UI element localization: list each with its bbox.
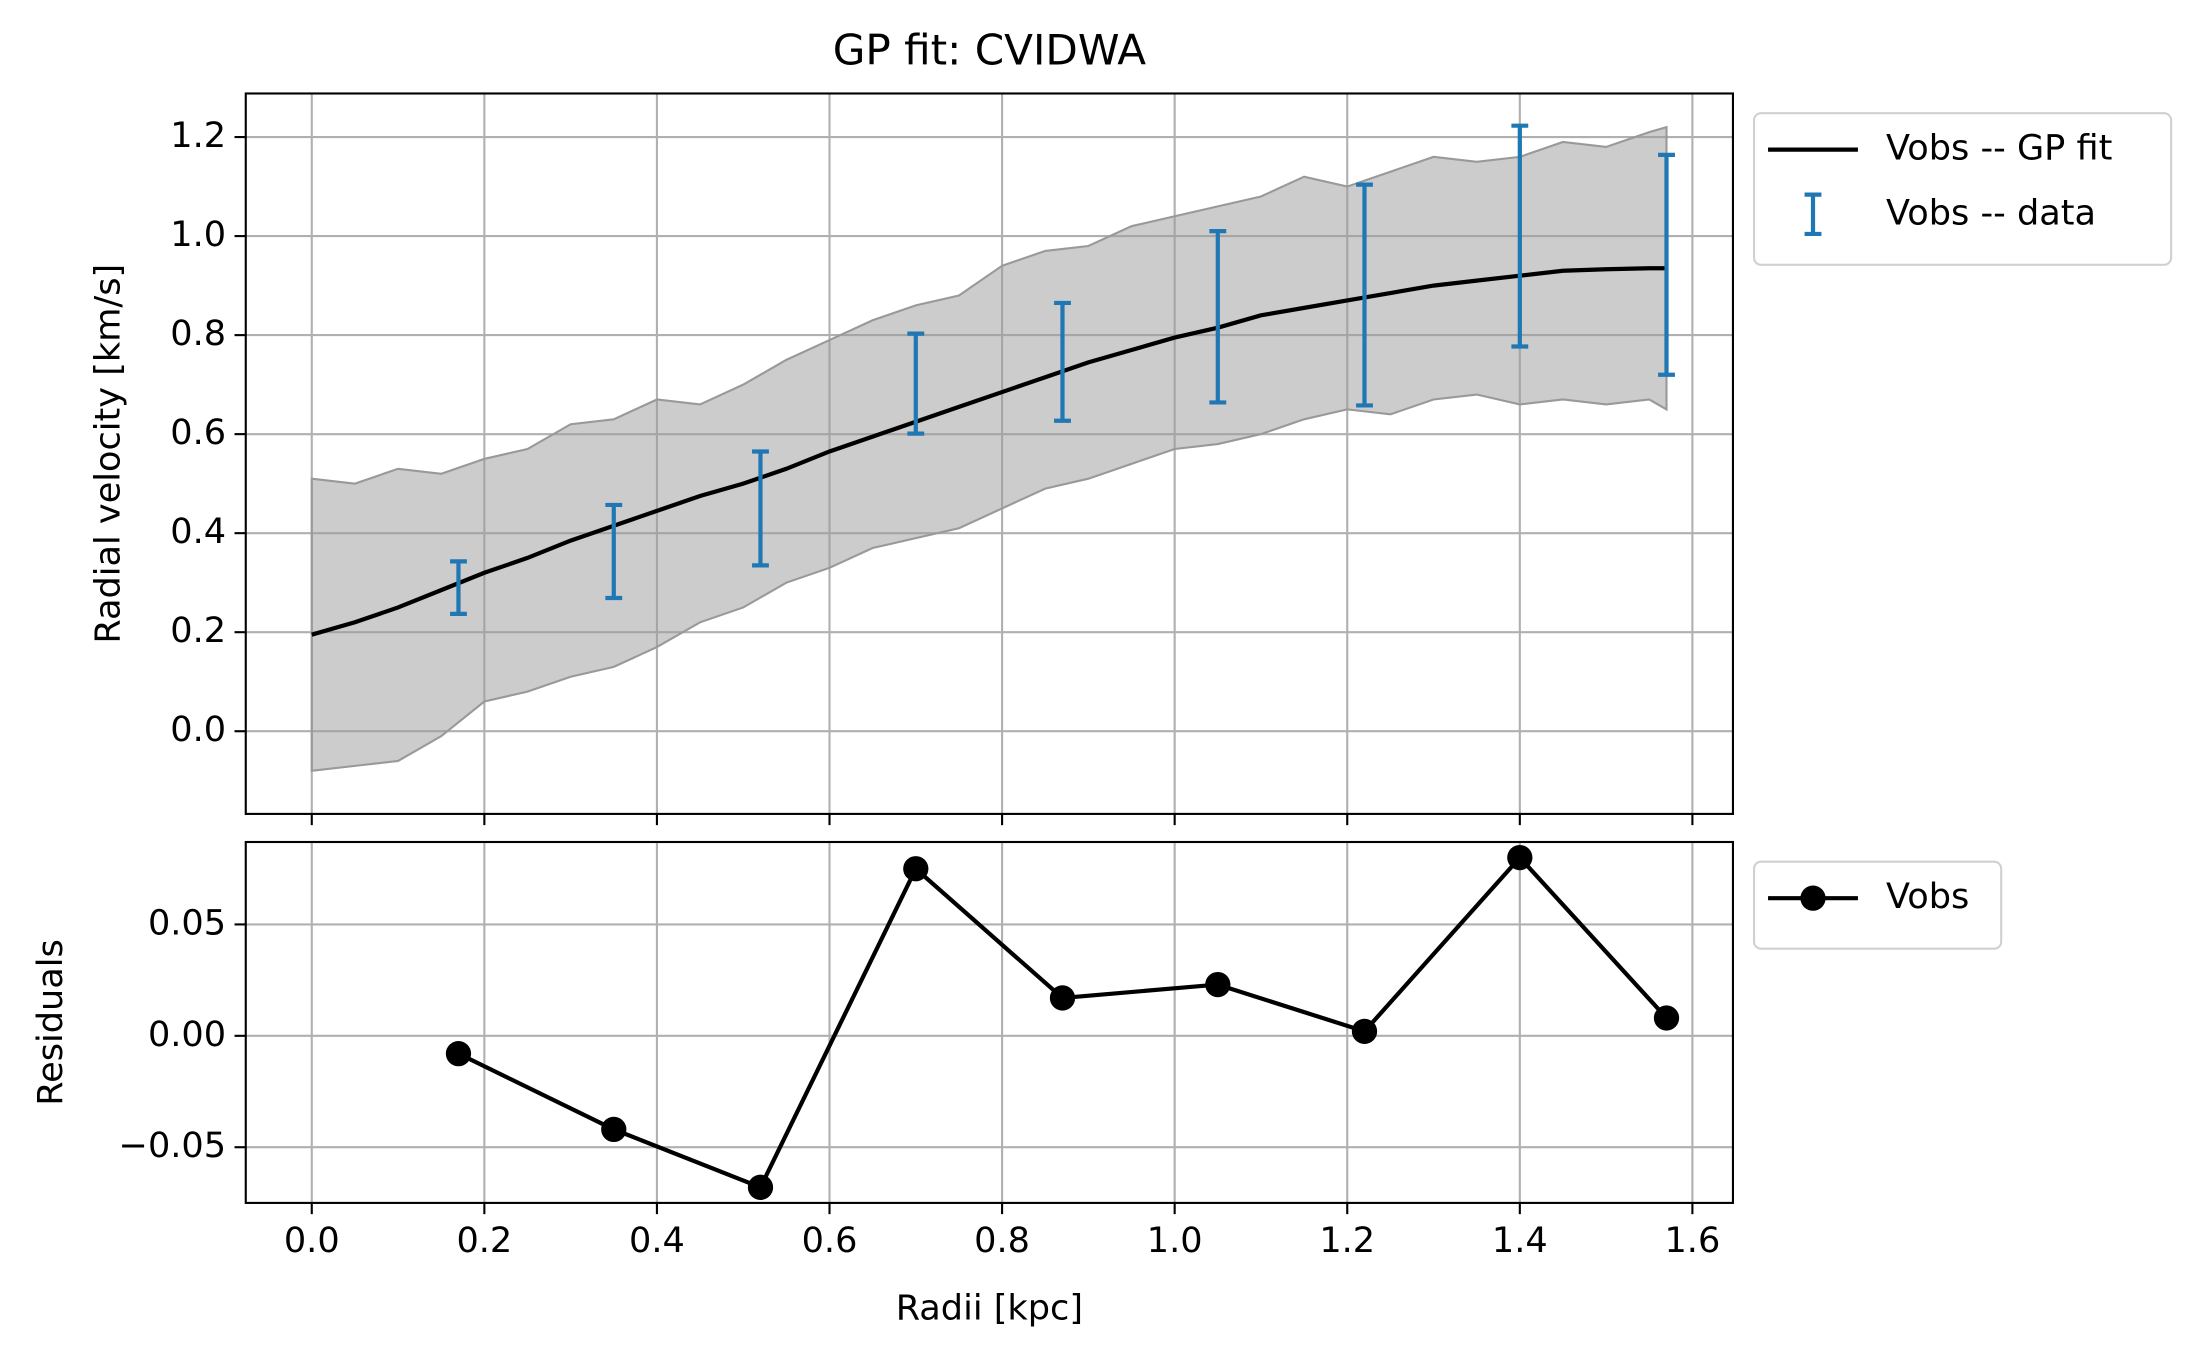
x-tick-label: 0.2: [456, 1220, 512, 1261]
y-tick-label: 0.0: [170, 709, 226, 750]
x-tick-label: 0.8: [974, 1220, 1030, 1261]
x-tick-label: 0.0: [284, 1220, 340, 1261]
error-bar: [450, 559, 467, 616]
data-point: [1351, 1018, 1378, 1045]
legend-box: [1752, 112, 2173, 266]
plot-frame: [244, 840, 1735, 1204]
data-point: [1205, 971, 1231, 998]
y-tick-label: −0.05: [119, 1125, 227, 1166]
error-bar: [1511, 123, 1529, 349]
x-tick-label: 1.0: [1147, 1220, 1203, 1261]
plot-frame: [244, 92, 1735, 815]
chart-title: GP fit: CVIDWA: [833, 25, 1147, 74]
y-tick-label: 0.4: [170, 511, 226, 552]
y-axis-label: Residuals: [30, 939, 71, 1105]
x-tick-label: 0.4: [629, 1220, 685, 1261]
error-bar: [605, 502, 623, 601]
series-line: [311, 266, 1667, 637]
error-bar: [1658, 152, 1675, 377]
confidence-band: [310, 125, 1668, 773]
legend-marker: [1800, 885, 1826, 911]
y-tick-label: 0.6: [170, 412, 226, 453]
error-bar: [1356, 182, 1373, 408]
data-point: [747, 1174, 774, 1200]
x-tick-label: 1.2: [1319, 1220, 1375, 1261]
x-tick-label: 0.6: [802, 1220, 858, 1261]
series-line: [457, 854, 1669, 1190]
x-axis-label: Radii [kpc]: [896, 1288, 1083, 1329]
error-bar: [752, 449, 769, 568]
data-point: [601, 1116, 627, 1143]
y-axis-label: Radial velocity [km/s]: [88, 264, 129, 644]
data-point: [1653, 1005, 1680, 1031]
data-point: [445, 1041, 472, 1067]
legend-box: [1752, 860, 2003, 950]
legend-label: Vobs -- GP fit: [1886, 128, 2112, 169]
y-tick-label: 0.8: [170, 313, 226, 354]
data-point: [903, 856, 929, 882]
y-tick-label: 0.05: [148, 902, 226, 943]
x-tick-label: 1.4: [1492, 1220, 1548, 1261]
data-point: [1049, 985, 1076, 1011]
error-bar: [1209, 229, 1227, 405]
error-bar: [907, 331, 925, 436]
legend-label: Vobs -- data: [1886, 192, 2096, 233]
data-point: [1507, 844, 1533, 871]
y-tick-label: 1.2: [170, 115, 226, 156]
y-tick-label: 0.2: [170, 610, 226, 651]
error-bar: [1054, 300, 1071, 423]
legend-errorbar: [1804, 192, 1822, 237]
x-tick-label: 1.6: [1664, 1220, 1720, 1261]
y-tick-label: 0.00: [148, 1014, 226, 1055]
y-tick-label: 1.0: [170, 214, 226, 255]
legend-label: Vobs: [1886, 876, 1969, 917]
